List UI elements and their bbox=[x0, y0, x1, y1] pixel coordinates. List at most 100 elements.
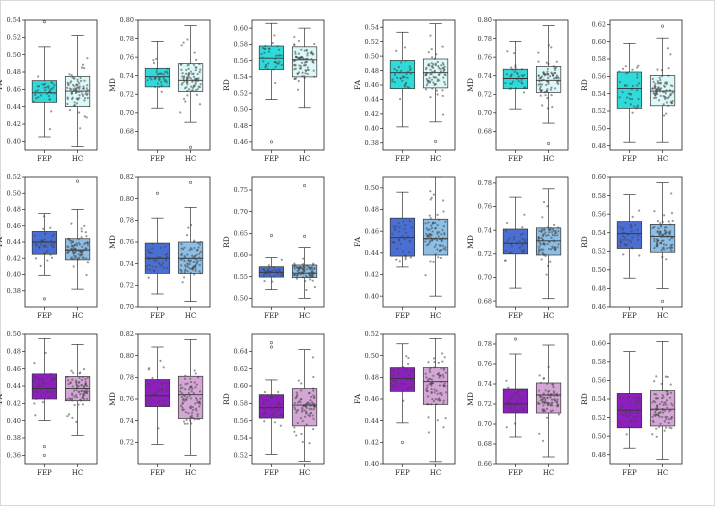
data-point bbox=[187, 72, 190, 75]
data-point bbox=[50, 239, 53, 242]
data-point bbox=[185, 418, 188, 421]
data-point bbox=[425, 388, 428, 391]
data-point bbox=[155, 266, 158, 269]
data-point bbox=[424, 372, 427, 375]
data-point bbox=[510, 397, 513, 401]
data-point bbox=[196, 412, 199, 416]
data-point bbox=[156, 73, 159, 76]
data-point bbox=[66, 249, 69, 252]
data-point bbox=[155, 57, 158, 60]
data-point bbox=[262, 400, 265, 404]
data-point bbox=[185, 78, 188, 82]
data-point bbox=[86, 241, 89, 244]
data-point bbox=[301, 57, 305, 60]
data-point bbox=[428, 214, 431, 217]
data-point bbox=[407, 250, 410, 254]
data-point bbox=[52, 393, 55, 396]
data-point bbox=[148, 268, 152, 272]
data-point bbox=[161, 387, 164, 390]
data-point bbox=[427, 242, 430, 246]
data-point bbox=[430, 70, 434, 74]
data-point bbox=[269, 403, 273, 406]
data-point bbox=[184, 268, 187, 271]
data-point bbox=[71, 399, 74, 402]
data-point bbox=[195, 398, 199, 402]
data-point bbox=[517, 75, 520, 78]
outlier-point bbox=[42, 20, 46, 24]
data-point bbox=[44, 232, 47, 235]
data-point bbox=[444, 391, 447, 394]
data-point bbox=[392, 224, 395, 228]
data-point bbox=[402, 399, 405, 402]
data-point bbox=[552, 391, 556, 395]
y-tick-label: 0.56 bbox=[234, 417, 248, 425]
box-hc: HC bbox=[177, 180, 204, 320]
data-point bbox=[310, 407, 313, 411]
data-point bbox=[624, 101, 627, 104]
data-point bbox=[405, 231, 408, 234]
data-point bbox=[186, 270, 189, 273]
data-point bbox=[301, 71, 304, 74]
data-point bbox=[274, 81, 277, 85]
data-point bbox=[426, 228, 430, 232]
y-tick-label: 0.42 bbox=[365, 439, 379, 447]
data-point bbox=[401, 250, 405, 253]
data-point bbox=[428, 76, 431, 79]
data-point bbox=[191, 89, 195, 92]
data-point bbox=[557, 80, 560, 83]
data-point bbox=[661, 407, 664, 411]
data-point bbox=[301, 262, 305, 266]
data-point bbox=[627, 233, 630, 236]
x-tick-label: HC bbox=[657, 469, 668, 477]
data-point bbox=[538, 87, 542, 90]
data-point bbox=[552, 65, 555, 68]
y-tick-label: 0.74 bbox=[120, 417, 134, 425]
data-point bbox=[187, 412, 190, 415]
data-point bbox=[521, 244, 524, 247]
data-point bbox=[661, 220, 664, 223]
data-point bbox=[160, 404, 163, 407]
data-point bbox=[666, 406, 669, 409]
y-tick-label: 0.38 bbox=[7, 434, 21, 442]
data-point bbox=[548, 240, 551, 243]
data-point bbox=[443, 367, 446, 370]
data-point bbox=[393, 369, 396, 372]
data-point bbox=[266, 67, 269, 71]
data-point bbox=[544, 94, 547, 97]
data-point bbox=[313, 405, 316, 408]
data-point bbox=[159, 359, 162, 362]
data-point bbox=[180, 247, 183, 250]
data-point bbox=[544, 73, 548, 76]
data-point bbox=[507, 239, 510, 242]
data-point bbox=[631, 68, 634, 71]
data-point bbox=[407, 356, 410, 360]
data-point bbox=[670, 249, 673, 253]
data-point bbox=[268, 273, 271, 276]
data-point bbox=[665, 89, 668, 93]
data-point bbox=[77, 111, 81, 114]
data-point bbox=[546, 70, 549, 73]
data-point bbox=[186, 263, 189, 266]
data-point bbox=[432, 81, 435, 84]
data-point bbox=[440, 380, 443, 383]
data-point bbox=[637, 64, 640, 67]
data-point bbox=[436, 232, 439, 235]
data-point bbox=[426, 395, 430, 398]
data-point bbox=[549, 260, 552, 263]
data-point bbox=[537, 51, 540, 54]
data-point bbox=[514, 68, 517, 71]
data-point bbox=[427, 378, 431, 381]
data-point bbox=[520, 74, 523, 77]
data-point bbox=[193, 257, 196, 260]
data-point bbox=[400, 61, 403, 64]
data-point bbox=[505, 73, 508, 76]
data-point bbox=[303, 76, 306, 80]
data-point bbox=[312, 52, 315, 55]
data-point bbox=[625, 238, 628, 241]
data-point bbox=[186, 253, 189, 256]
y-tick-label: 0.65 bbox=[234, 230, 248, 238]
data-point bbox=[271, 395, 274, 398]
data-point bbox=[73, 104, 76, 107]
